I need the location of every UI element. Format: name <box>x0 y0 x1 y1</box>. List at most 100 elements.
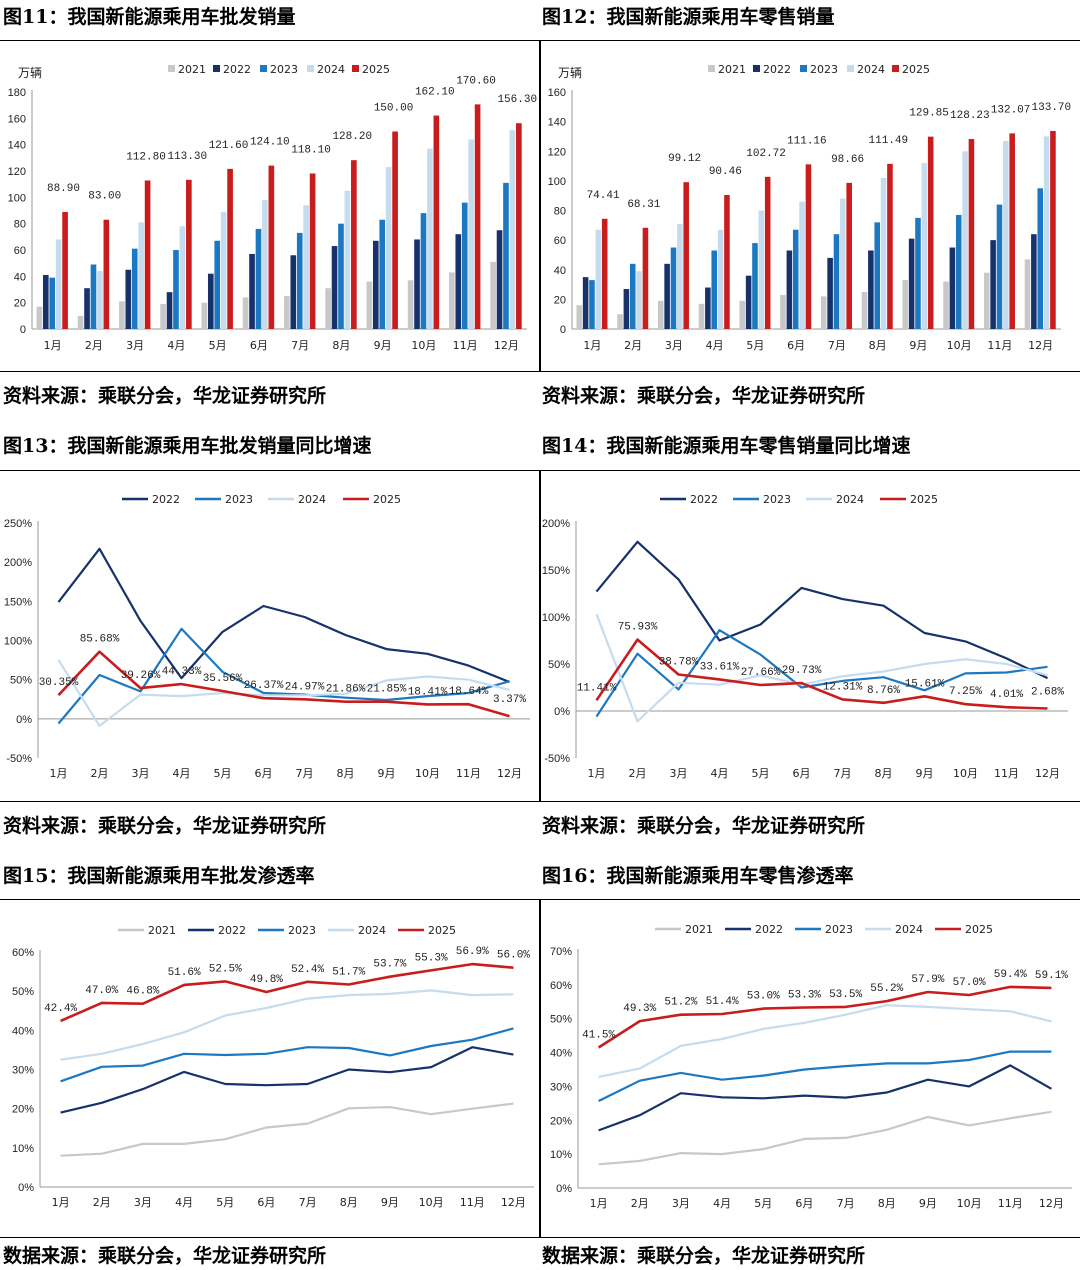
bar-2024 <box>179 226 186 329</box>
legend-label: 2025 <box>910 493 938 506</box>
series-line-2025 <box>57 650 510 718</box>
y-tick-label: 100 <box>548 176 566 188</box>
bar-2024 <box>509 130 516 329</box>
bar-2022 <box>745 275 752 329</box>
y-tick-label: 60 <box>14 245 26 257</box>
data-label: 52.4% <box>291 964 324 976</box>
x-tick-label: 9月 <box>381 1196 399 1209</box>
bar-2024 <box>758 210 765 329</box>
y-tick-label: 50% <box>548 659 570 671</box>
data-label: 55.3% <box>415 952 448 964</box>
bar-2021 <box>119 301 125 329</box>
legend-swatch <box>847 65 854 72</box>
bar-2023 <box>792 229 799 329</box>
bar-2023 <box>420 213 427 329</box>
figure-16-title: 图16：我国新能源乘用车零售渗透率 <box>542 865 854 887</box>
y-tick-label: 40% <box>550 1048 572 1060</box>
legend-label: 2025 <box>428 924 456 937</box>
y-tick-label: 0 <box>560 324 566 336</box>
x-tick-label: 12月 <box>494 339 519 352</box>
bar-2023 <box>173 250 179 329</box>
data-label: 18.41% <box>408 686 448 698</box>
legend-label: 2023 <box>288 924 316 937</box>
bar-2021 <box>657 300 664 329</box>
x-tick-label: 9月 <box>374 339 392 352</box>
y-tick-label: 50% <box>12 986 34 998</box>
chart-fig15: 0% 10% 20% 30% 40% 50% 60% 1月 2月 3月 4月 5月 6月 7月 8月 9月 10… <box>12 924 534 1209</box>
x-tick-label: 12月 <box>1039 1197 1064 1210</box>
data-label: 118.10 <box>291 145 331 157</box>
data-label: 15.61% <box>905 678 945 690</box>
bar-2025 <box>642 227 649 329</box>
bar-2022 <box>372 240 379 329</box>
x-tick-label: 11月 <box>998 1197 1023 1210</box>
x-tick-label: 6月 <box>795 1197 813 1210</box>
bar-2022 <box>331 246 338 329</box>
x-tick-label: 2月 <box>85 339 103 352</box>
source-note-13: 资料来源：乘联分会，华龙证券研究所 <box>3 815 327 837</box>
bar-2021 <box>407 280 414 329</box>
x-tick-label: 4月 <box>713 1197 731 1210</box>
bar-2022 <box>827 257 833 329</box>
y-tick-label: 20 <box>14 298 26 310</box>
data-label: 68.31 <box>627 199 660 211</box>
data-label: 49.8% <box>250 974 283 986</box>
legend-label: 2023 <box>810 63 838 76</box>
x-tick-label: 9月 <box>919 1197 937 1210</box>
series-line-2023 <box>595 629 1048 718</box>
bar-2021 <box>449 272 455 329</box>
bar-2024 <box>595 229 602 329</box>
data-label: 74.41 <box>587 190 620 202</box>
x-tick-label: 7月 <box>296 767 314 780</box>
x-tick-label: 3月 <box>134 1196 152 1209</box>
bar-2025 <box>724 195 730 329</box>
data-label: 102.72 <box>746 148 786 160</box>
x-tick-label: 7月 <box>828 339 846 352</box>
data-label: 129.85 <box>909 108 949 120</box>
data-label: 30.35% <box>39 677 79 689</box>
bar-2022 <box>705 287 711 329</box>
bar-2023 <box>503 182 509 329</box>
y-tick-label: 80 <box>554 206 566 218</box>
legend-label: 2022 <box>690 493 718 506</box>
bar-2025 <box>764 176 771 329</box>
bar-2023 <box>90 264 97 329</box>
bar-2021 <box>77 315 84 329</box>
y-tick-label: 0 <box>20 324 26 336</box>
y-tick-label: 10% <box>12 1143 34 1155</box>
bar-2022 <box>582 277 589 329</box>
data-label: 27.66% <box>741 667 781 679</box>
bar-2021 <box>780 294 786 329</box>
bar-2021 <box>325 288 331 329</box>
bar-2025 <box>433 115 440 330</box>
x-tick-label: 7月 <box>299 1196 317 1209</box>
x-tick-label: 1月 <box>52 1196 70 1209</box>
y-tick-label: 30% <box>12 1065 34 1077</box>
legend-label: 2024 <box>298 493 326 506</box>
y-tick-label: 10% <box>550 1149 572 1161</box>
y-tick-label: 60% <box>12 947 34 959</box>
legend-label: 2022 <box>223 63 251 76</box>
legend-label: 2023 <box>225 493 253 506</box>
bar-2022 <box>455 234 462 329</box>
x-tick-label: 10月 <box>419 1196 444 1209</box>
data-label: 111.16 <box>787 135 827 147</box>
data-label: 47.0% <box>85 985 118 997</box>
bar-2022 <box>207 273 214 329</box>
y-tick-label: 100% <box>4 636 32 648</box>
x-tick-label: 8月 <box>878 1197 896 1210</box>
legend-label: 2021 <box>178 63 206 76</box>
bar-2023 <box>955 214 962 329</box>
bar-2022 <box>166 292 173 329</box>
bar-2023 <box>379 219 386 329</box>
panel-divider <box>539 470 541 802</box>
data-label: 156.30 <box>497 94 537 106</box>
legend-label: 2022 <box>218 924 246 937</box>
bar-2022 <box>990 240 996 329</box>
x-tick-label: 11月 <box>456 767 481 780</box>
legend-label: 2022 <box>152 493 180 506</box>
data-label: 113.30 <box>167 151 207 163</box>
x-tick-label: 2月 <box>93 1196 111 1209</box>
bar-2021 <box>983 272 990 329</box>
bar-2022 <box>42 275 49 329</box>
